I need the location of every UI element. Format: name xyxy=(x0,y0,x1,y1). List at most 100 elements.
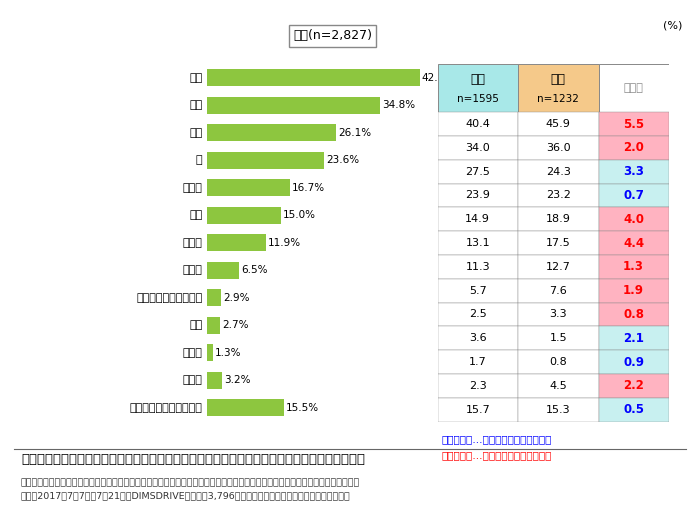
Bar xyxy=(518,136,598,160)
Text: 寳室: 寳室 xyxy=(189,128,202,137)
Bar xyxy=(518,303,598,327)
Bar xyxy=(598,136,668,160)
Bar xyxy=(598,183,668,207)
Text: 0.8: 0.8 xyxy=(623,308,644,321)
Text: 2.2: 2.2 xyxy=(623,379,644,392)
Text: 2.1: 2.1 xyxy=(623,332,644,345)
Bar xyxy=(518,183,598,207)
Text: 男女差: 男女差 xyxy=(624,83,643,93)
Bar xyxy=(206,234,266,251)
Text: 台所: 台所 xyxy=(189,73,202,83)
Text: 男性: 男性 xyxy=(470,73,485,86)
Text: 5.5: 5.5 xyxy=(623,118,644,131)
Text: 2.5: 2.5 xyxy=(469,310,486,319)
Text: 2.0: 2.0 xyxy=(623,142,644,154)
Text: 1.3: 1.3 xyxy=(623,261,644,273)
Text: 11.3: 11.3 xyxy=(466,262,490,272)
Text: 18.9: 18.9 xyxy=(546,214,570,224)
Bar xyxy=(438,374,518,398)
Text: 0.5: 0.5 xyxy=(623,403,644,416)
Text: 23.9: 23.9 xyxy=(466,191,490,200)
Text: 4.4: 4.4 xyxy=(623,237,644,249)
Text: 26.1%: 26.1% xyxy=(338,128,372,137)
Text: 3.3: 3.3 xyxy=(550,310,567,319)
Text: 12.7: 12.7 xyxy=(546,262,570,272)
Bar xyxy=(598,231,668,255)
Bar xyxy=(598,303,668,327)
Bar xyxy=(438,398,518,422)
Text: その他: その他 xyxy=(183,375,202,385)
Bar xyxy=(206,399,284,416)
Bar xyxy=(206,69,419,86)
Bar xyxy=(206,262,239,279)
Text: 3.3: 3.3 xyxy=(623,165,644,178)
Text: 11.9%: 11.9% xyxy=(267,238,301,248)
Text: 洗面所: 洗面所 xyxy=(183,238,202,248)
Text: 27.5: 27.5 xyxy=(466,167,490,177)
Text: n=1595: n=1595 xyxy=(457,94,498,104)
Text: 0.7: 0.7 xyxy=(623,189,644,202)
Bar xyxy=(598,160,668,183)
Text: 4.0: 4.0 xyxy=(623,213,644,226)
Text: 1.5: 1.5 xyxy=(550,333,567,343)
Bar xyxy=(438,350,518,374)
Text: 24.3: 24.3 xyxy=(546,167,570,177)
Bar xyxy=(518,350,598,374)
Bar xyxy=(598,255,668,279)
Bar xyxy=(206,179,290,196)
Text: クローゼット・押入れ: クローゼット・押入れ xyxy=(136,293,202,303)
Text: n=1232: n=1232 xyxy=(538,94,579,104)
Text: 40.4: 40.4 xyxy=(466,119,490,129)
Bar xyxy=(598,112,668,136)
Text: 15.7: 15.7 xyxy=(466,405,490,414)
Bar xyxy=(438,207,518,231)
Bar xyxy=(438,231,518,255)
Bar xyxy=(206,289,221,306)
Text: 23.6%: 23.6% xyxy=(326,155,359,165)
Text: 居間: 居間 xyxy=(189,100,202,110)
Text: 調査機関：インターワイヤード株式会社が運営するネットリサーチ『ＤＩＭＳＤＲＩＶＥ』実施のアンケート「害虹・害獣対策」。: 調査機関：インターワイヤード株式会社が運営するネットリサーチ『ＤＩＭＳＤＲＩＶＥ… xyxy=(21,479,360,488)
Text: 2.3: 2.3 xyxy=(469,381,486,391)
Bar xyxy=(598,327,668,350)
Text: 1.3%: 1.3% xyxy=(215,348,242,358)
Text: 4.5: 4.5 xyxy=(550,381,567,391)
Bar xyxy=(438,327,518,350)
Bar xyxy=(438,183,518,207)
Bar xyxy=(438,64,518,112)
Bar xyxy=(438,255,518,279)
Text: 34.0: 34.0 xyxy=(466,143,490,153)
Text: 23.2: 23.2 xyxy=(546,191,570,200)
Text: (%): (%) xyxy=(663,20,682,31)
Bar xyxy=(598,374,668,398)
Bar xyxy=(518,279,598,303)
Text: 6.5%: 6.5% xyxy=(241,265,267,275)
Bar xyxy=(438,136,518,160)
Text: 1.9: 1.9 xyxy=(623,284,644,297)
Bar xyxy=(206,124,337,141)
Bar xyxy=(438,303,518,327)
Text: 床下: 床下 xyxy=(189,320,202,330)
Text: 0.8: 0.8 xyxy=(550,357,567,367)
Text: 15.5%: 15.5% xyxy=(286,403,318,413)
Text: 14.9: 14.9 xyxy=(466,214,490,224)
Text: 2.9%: 2.9% xyxy=(223,293,249,303)
Text: トイレ: トイレ xyxy=(183,265,202,275)
Bar xyxy=(518,160,598,183)
Bar xyxy=(518,64,598,112)
Bar xyxy=(598,350,668,374)
Text: 女性: 女性 xyxy=(551,73,566,86)
Text: 45.9: 45.9 xyxy=(546,119,570,129)
Bar xyxy=(438,279,518,303)
Bar xyxy=(206,344,213,361)
Text: 0.9: 0.9 xyxy=(623,356,644,368)
Text: 庭: 庭 xyxy=(196,155,202,165)
Text: 2.7%: 2.7% xyxy=(222,320,248,330)
Bar xyxy=(518,327,598,350)
Text: 男女差青字…男性のほうが数値が高い: 男女差青字…男性のほうが数値が高い xyxy=(441,434,552,445)
Bar xyxy=(598,64,668,112)
Text: 13.1: 13.1 xyxy=(466,238,490,248)
Bar xyxy=(518,231,598,255)
Text: 表２　「家の中で害虹に困ったり悩んだりすることが多い場所はどこですか」　についての回答: 表２ 「家の中で害虹に困ったり悩んだりすることが多い場所はどこですか」 について… xyxy=(21,453,365,466)
Text: 36.0: 36.0 xyxy=(546,143,570,153)
Text: 3.6: 3.6 xyxy=(469,333,486,343)
